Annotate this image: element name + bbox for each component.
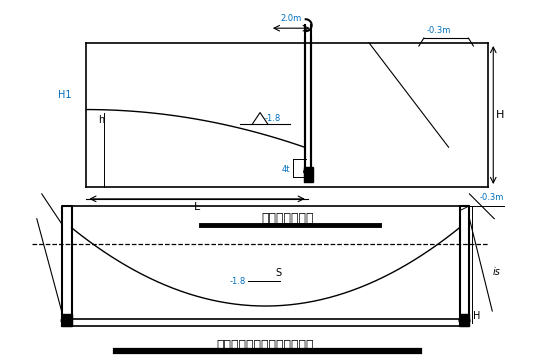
Text: -1.8: -1.8: [229, 277, 245, 286]
Polygon shape: [459, 314, 470, 326]
Text: is: is: [492, 267, 500, 277]
Polygon shape: [304, 167, 312, 182]
Text: 井点管埋设深度: 井点管埋设深度: [261, 212, 314, 225]
Text: H: H: [496, 110, 504, 120]
Text: -0.3m: -0.3m: [479, 193, 504, 202]
Text: L: L: [194, 202, 200, 212]
Text: H1: H1: [58, 90, 71, 100]
Polygon shape: [62, 314, 71, 326]
Text: 承压水完整井涌水量计算简图: 承压水完整井涌水量计算简图: [217, 339, 314, 352]
Text: 2.0m: 2.0m: [281, 14, 302, 23]
Text: h: h: [98, 114, 105, 125]
Text: S: S: [276, 268, 281, 278]
Text: 4t: 4t: [281, 165, 290, 174]
Text: -0.3m: -0.3m: [427, 26, 451, 35]
Text: H: H: [473, 311, 480, 321]
Text: -1.8: -1.8: [265, 114, 281, 123]
